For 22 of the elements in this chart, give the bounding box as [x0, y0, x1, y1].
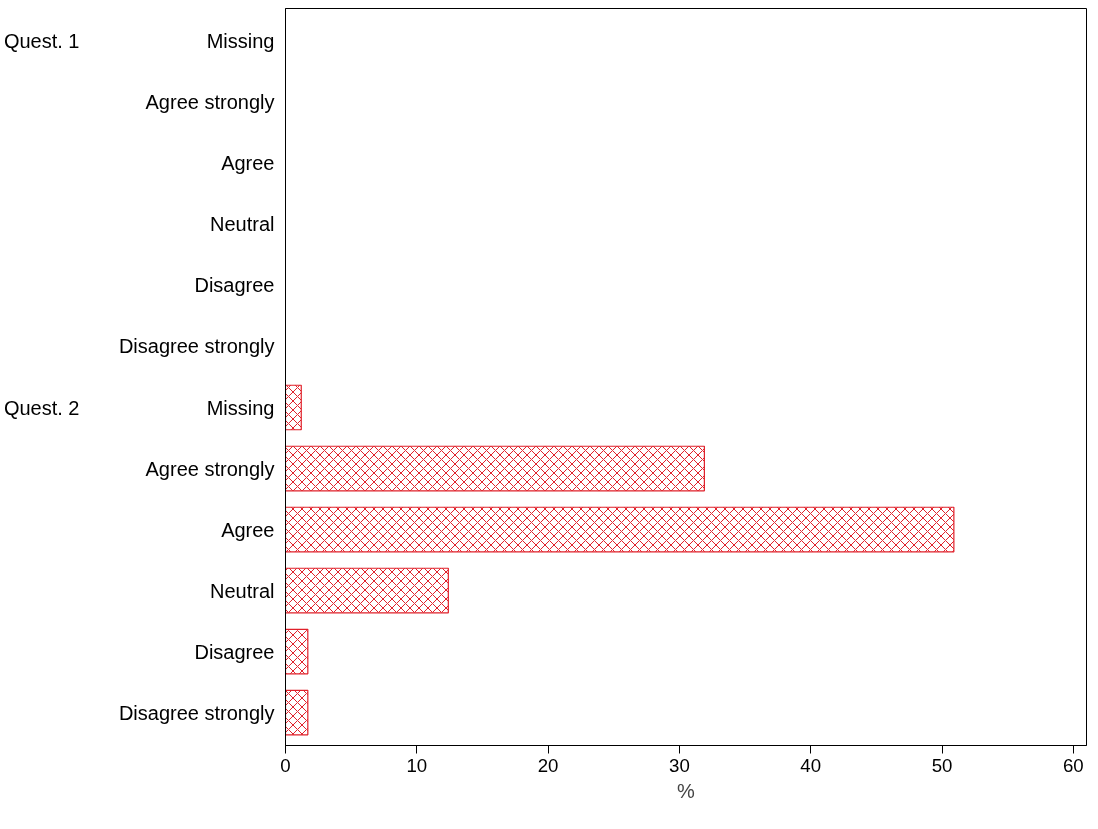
x-tick-label: 40 — [800, 754, 822, 776]
x-tick-label: 20 — [537, 754, 559, 776]
x-tick-label: 60 — [1062, 754, 1084, 776]
text: Quest. 2 — [3, 396, 80, 419]
y-tick-label: Agree strongly — [145, 457, 275, 480]
y-tick-label: Neutral — [210, 579, 275, 602]
x-axis-title: % — [677, 779, 696, 802]
y-tick-label: Disagree strongly — [118, 335, 275, 358]
y-tick-label: Disagree strongly — [118, 701, 275, 724]
y-tick-label: Agree — [221, 518, 275, 541]
text: Quest. 1 — [3, 30, 80, 53]
x-tick-label: 50 — [931, 754, 953, 776]
y-tick-label: Missing — [206, 30, 275, 53]
y-tick-label: Agree strongly — [145, 91, 275, 114]
y-tick-label: Agree — [221, 152, 275, 175]
y-tick-label: Neutral — [210, 213, 275, 236]
x-tick-label: 0 — [280, 754, 291, 776]
x-tick-label: 30 — [669, 754, 690, 776]
x-tick-label: 10 — [406, 754, 428, 776]
y-tick-label: Disagree — [194, 640, 275, 663]
y-tick-label: Missing — [206, 396, 275, 419]
y-tick-label: Disagree — [194, 274, 275, 297]
